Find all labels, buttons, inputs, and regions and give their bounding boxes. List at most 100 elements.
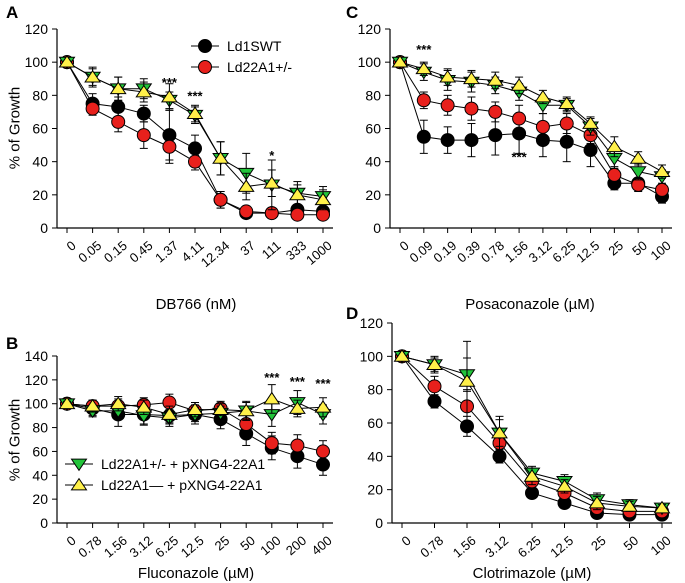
data-point <box>239 204 254 219</box>
series-line <box>399 61 663 191</box>
data-point <box>488 104 503 119</box>
x-tick-label: 0.78 <box>478 238 507 266</box>
x-tick-label: 0 <box>64 238 79 254</box>
x-tick-label: 37 <box>237 238 258 259</box>
data-point <box>314 400 332 413</box>
data-point <box>559 116 574 131</box>
data-point <box>458 374 476 387</box>
x-tick-label: 50 <box>237 533 258 554</box>
x-tick-label: 12.5 <box>178 533 207 561</box>
x-tick-label: 100 <box>648 238 674 263</box>
x-tick-label: 400 <box>309 533 335 558</box>
data-point <box>135 84 153 98</box>
y-tick-label: 0 <box>40 220 48 236</box>
x-tick-label: 0.05 <box>75 238 104 266</box>
series-green <box>391 56 671 184</box>
x-tick-label: 0 <box>64 533 79 549</box>
series-line <box>399 61 663 178</box>
data-point <box>58 54 76 68</box>
significance-label: *** <box>264 370 280 385</box>
data-point <box>464 133 479 148</box>
x-tick-label: 0.09 <box>407 238 436 266</box>
y-tick-label: 0 <box>373 220 381 236</box>
x-tick-label: 50 <box>629 238 650 259</box>
data-point <box>160 407 178 420</box>
legend: Ld22A1+/- + pXNG4-22A1 Ld22A1— + pXNG4-22… <box>65 456 265 493</box>
data-point <box>264 436 279 451</box>
x-tick-label: 6.25 <box>152 533 181 561</box>
y-tick-label: 100 <box>358 54 382 70</box>
data-point <box>486 73 504 86</box>
y-tick-label: 80 <box>365 87 381 103</box>
data-point <box>84 398 102 412</box>
series-line <box>399 62 663 197</box>
data-point <box>582 116 599 129</box>
x-tick-label: 0.39 <box>454 238 483 266</box>
x-tick-label: 1.37 <box>152 238 181 266</box>
data-point <box>440 98 455 113</box>
data-point <box>588 495 606 509</box>
x-tick-label: 50 <box>621 533 642 554</box>
data-point <box>290 207 305 222</box>
y-tick-label: 60 <box>365 121 381 137</box>
data-point <box>427 379 442 394</box>
legend: Ld1SWT Ld22A1+/- <box>191 38 292 75</box>
data-point <box>84 69 102 83</box>
data-point <box>288 187 306 201</box>
y-tick-label: 0 <box>375 515 383 531</box>
data-point <box>314 192 332 206</box>
data-point <box>488 128 503 143</box>
x-tick-label: 25 <box>212 533 233 554</box>
x-tick-label: 12.34 <box>198 238 233 270</box>
significance-label: *** <box>315 376 331 391</box>
y-tick-label: 120 <box>25 372 49 388</box>
panel-c: C02040608010012000.090.190.390.781.563.1… <box>346 3 674 313</box>
y-tick-label: 100 <box>25 396 49 412</box>
y-tick-label: 100 <box>25 54 49 70</box>
x-axis-label: Fluconazole (µM) <box>138 565 254 582</box>
data-point <box>290 438 305 453</box>
data-point <box>136 106 151 121</box>
x-tick-label: 12.5 <box>547 533 576 561</box>
data-point <box>162 139 177 154</box>
panel-label: D <box>346 304 358 323</box>
y-tick-label: 20 <box>32 491 48 507</box>
data-point <box>463 71 480 85</box>
y-tick-label: 40 <box>367 448 383 464</box>
legend-label: Ld1SWT <box>227 38 282 54</box>
y-tick-label: 20 <box>365 187 381 203</box>
x-tick-label: 6.25 <box>515 533 544 561</box>
y-tick-label: 40 <box>32 467 48 483</box>
panel-a: A02040608010012000.050.150.451.374.1112.… <box>6 3 335 313</box>
x-tick-label: 111 <box>259 238 284 262</box>
data-point <box>212 402 230 416</box>
x-tick-label: 1.56 <box>101 533 130 561</box>
y-tick-label: 120 <box>358 21 382 37</box>
x-tick-label: 3.12 <box>482 533 511 561</box>
significance-label: * <box>269 148 275 163</box>
x-axis-label: DB766 (nM) <box>156 296 237 313</box>
y-tick-label: 60 <box>32 443 48 459</box>
x-tick-label: 200 <box>283 533 309 558</box>
legend-label: Ld22A1+/- <box>227 59 292 75</box>
data-point <box>263 175 281 189</box>
significance-label: *** <box>416 42 432 57</box>
y-tick-label: 60 <box>367 415 383 431</box>
significance-label: *** <box>511 150 527 165</box>
panel-label: A <box>6 3 18 22</box>
data-point <box>136 128 151 143</box>
data-point <box>237 179 255 192</box>
x-tick-label: 0.45 <box>127 238 156 266</box>
significance-label: *** <box>162 75 178 90</box>
data-point <box>391 54 409 68</box>
series-yellow <box>58 384 332 424</box>
x-tick-label: 25 <box>605 238 626 259</box>
y-tick-label: 100 <box>360 348 384 364</box>
data-point <box>534 89 552 103</box>
y-tick-label: 80 <box>32 420 48 436</box>
x-tick-label: 0.15 <box>101 238 130 266</box>
x-tick-label: 100 <box>257 533 283 558</box>
data-point <box>629 151 647 164</box>
